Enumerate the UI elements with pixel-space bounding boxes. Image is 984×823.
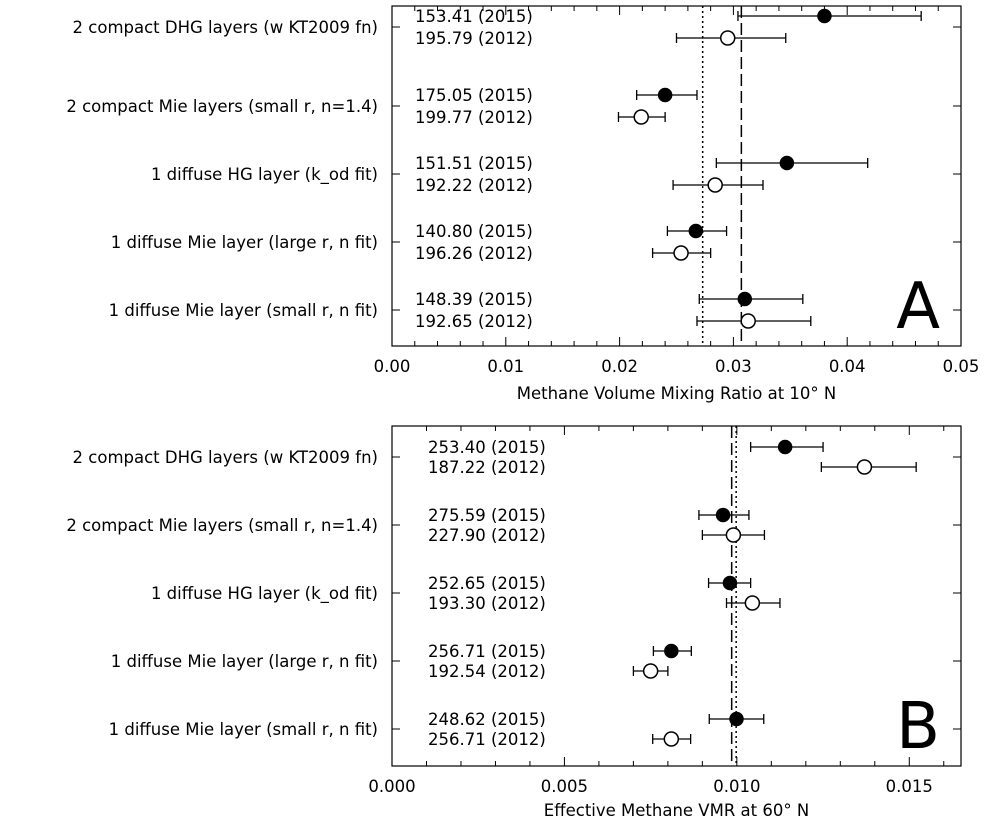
x-tick-label: 0.000 xyxy=(368,777,415,796)
x-tick-label: 0.00 xyxy=(374,357,411,376)
data-point-open xyxy=(856,459,873,475)
data-point-open xyxy=(744,595,761,611)
x-axis-label: Methane Volume Mixing Ratio at 10° N xyxy=(517,384,837,403)
data-annotation: 187.22 (2012) xyxy=(428,458,546,477)
category-label: 2 compact Mie layers (small r, n=1.4) xyxy=(66,97,378,116)
category-label: 1 diffuse Mie layer (large r, n fit) xyxy=(111,233,378,252)
data-point-filled xyxy=(664,643,679,659)
x-tick-label: 0.05 xyxy=(943,357,980,376)
data-point-filled xyxy=(722,575,738,591)
data-annotation: 192.22 (2012) xyxy=(415,176,533,195)
data-annotation: 148.39 (2015) xyxy=(415,290,533,309)
data-point-open xyxy=(673,245,689,261)
panel-label: A xyxy=(896,270,940,344)
plot-frame xyxy=(391,425,962,767)
data-point-open xyxy=(725,527,742,543)
x-tick-label: 0.005 xyxy=(541,777,588,796)
data-annotation: 256.71 (2015) xyxy=(428,642,546,661)
data-annotation: 252.65 (2015) xyxy=(428,574,546,593)
data-annotation: 196.26 (2012) xyxy=(415,244,533,263)
data-annotation: 151.51 (2015) xyxy=(415,154,533,173)
data-point-open xyxy=(740,313,756,329)
category-label: 1 diffuse Mie layer (small r, n fit) xyxy=(109,720,378,739)
data-annotation: 192.65 (2012) xyxy=(415,312,533,331)
data-annotation: 140.80 (2015) xyxy=(415,222,533,241)
data-annotation: 153.41 (2015) xyxy=(415,7,533,26)
data-point-filled xyxy=(737,291,753,307)
data-annotation: 192.54 (2012) xyxy=(428,662,546,681)
x-tick-label: 0.02 xyxy=(601,357,638,376)
category-label: 1 diffuse HG layer (k_od fit) xyxy=(151,584,378,604)
x-tick-label: 0.015 xyxy=(886,777,933,796)
data-point-filled xyxy=(779,155,795,171)
data-point-filled xyxy=(729,711,744,727)
data-point-open xyxy=(719,30,736,46)
data-point-filled xyxy=(688,223,704,239)
plot-frame xyxy=(391,5,962,347)
data-annotation: 199.77 (2012) xyxy=(415,108,533,127)
data-point-filled xyxy=(715,507,731,523)
data-point-filled xyxy=(777,439,793,455)
category-label: 1 diffuse Mie layer (large r, n fit) xyxy=(111,652,378,671)
data-point-open xyxy=(707,177,723,193)
data-point-open xyxy=(633,109,649,125)
x-tick-label: 0.01 xyxy=(487,357,524,376)
data-annotation: 193.30 (2012) xyxy=(428,594,546,613)
x-tick-label: 0.010 xyxy=(713,777,760,796)
x-axis-label: Effective Methane VMR at 60° N xyxy=(544,801,809,820)
data-annotation: 256.71 (2012) xyxy=(428,730,546,749)
panel-b: 0.000 0.005 0.010 0.015 Effective Methane VM… xyxy=(66,425,962,820)
category-label: 2 compact DHG layers (w KT2009 fn) xyxy=(73,448,378,467)
data-annotation: 175.05 (2015) xyxy=(415,86,533,105)
x-tick-label: 0.03 xyxy=(715,357,752,376)
data-point-open xyxy=(663,731,680,747)
panel-label: B xyxy=(896,690,940,764)
data-point-open xyxy=(642,663,659,679)
category-label: 2 compact DHG layers (w KT2009 fn) xyxy=(73,18,378,37)
data-point-filled xyxy=(657,87,673,103)
data-annotation: 253.40 (2015) xyxy=(428,438,546,457)
data-annotation: 227.90 (2012) xyxy=(428,526,546,545)
category-label: 1 diffuse HG layer (k_od fit) xyxy=(151,165,378,185)
x-tick-label: 0.04 xyxy=(829,357,866,376)
data-point-filled xyxy=(817,8,832,24)
data-annotation: 195.79 (2012) xyxy=(415,29,533,48)
category-label: 2 compact Mie layers (small r, n=1.4) xyxy=(66,516,378,535)
panel-a: 0.00 0.01 0.02 0.03 0.04 0.05 Methane Volume M… xyxy=(66,5,980,403)
data-annotation: 275.59 (2015) xyxy=(428,506,546,525)
data-annotation: 248.62 (2015) xyxy=(428,710,546,729)
category-label: 1 diffuse Mie layer (small r, n fit) xyxy=(109,301,378,320)
